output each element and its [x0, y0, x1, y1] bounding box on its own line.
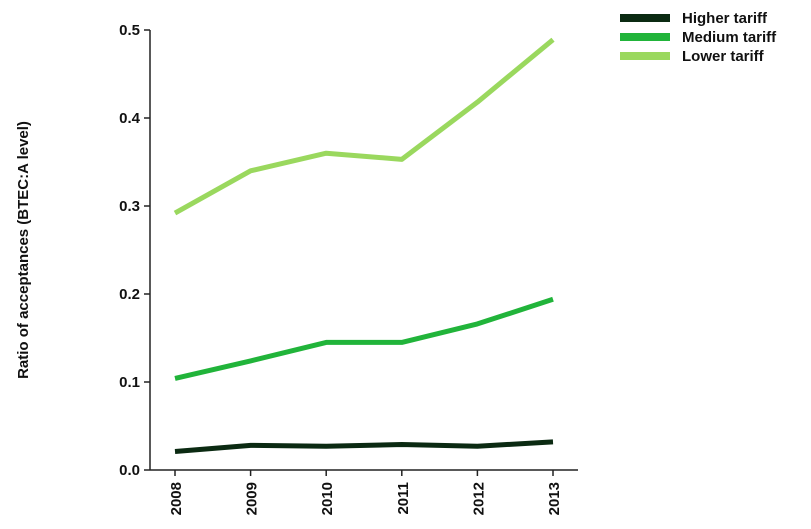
y-tick-label: 0.2: [119, 286, 140, 303]
y-tick-label: 0.5: [119, 22, 140, 39]
legend-label: Higher tariff: [682, 10, 768, 27]
y-tick-label: 0.4: [119, 110, 141, 127]
y-tick-label: 0.1: [119, 374, 140, 391]
y-tick-label: 0.0: [119, 462, 140, 479]
x-tick-label: 2008: [168, 482, 185, 515]
legend-label: Medium tariff: [682, 29, 777, 46]
legend-label: Lower tariff: [682, 48, 765, 65]
y-axis-title: Ratio of acceptances (BTEC:A level): [15, 121, 32, 379]
series-line-medium-tariff: [174, 296, 554, 381]
series-line-higher-tariff: [174, 439, 554, 455]
x-tick-label: 2010: [319, 482, 336, 515]
y-tick-label: 0.3: [119, 198, 140, 215]
x-tick-label: 2013: [546, 482, 563, 515]
x-tick-label: 2012: [470, 482, 487, 515]
x-tick-label: 2011: [395, 482, 412, 515]
legend: Higher tariff Medium tariff Lower tariff: [620, 10, 777, 65]
series-line-lower-tariff: [173, 37, 555, 216]
x-tick-label: 2009: [244, 482, 261, 515]
plot-area: 0.0 0.1 0.2 0.3 0.4 0.5 2008 2009 2010 2011 2012 20…: [119, 22, 578, 515]
y-axis-title-group: Ratio of acceptances (BTEC:A level): [15, 121, 32, 379]
